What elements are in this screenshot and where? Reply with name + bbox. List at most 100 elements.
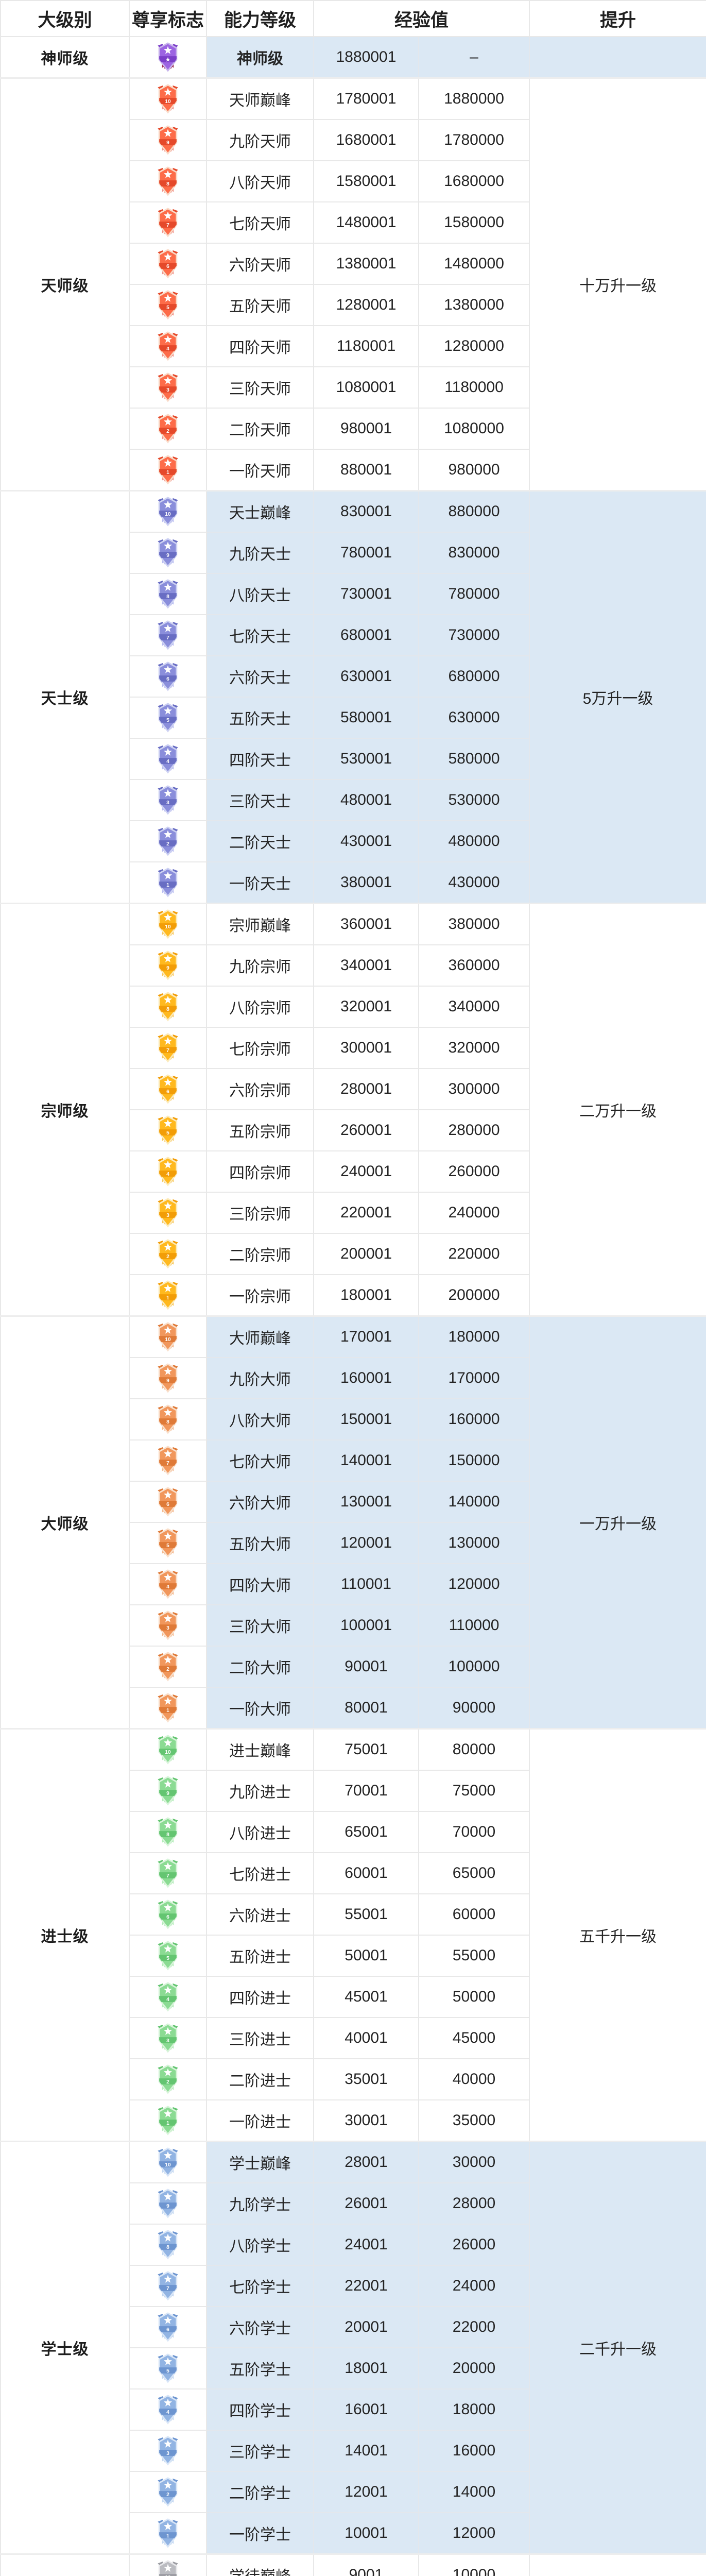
table-row: 4 四阶宗师 240001 260000 <box>1 1150 706 1193</box>
ability-level-cell: 九阶大师 <box>206 1357 314 1399</box>
badge-cell: 6 <box>129 655 207 698</box>
table-row: 1 一阶宗师 180001 200000 <box>1 1274 706 1317</box>
exp-min-cell: 530001 <box>313 738 419 780</box>
ability-level-cell: 学士巅峰 <box>206 2141 314 2183</box>
exp-max-cell: 70000 <box>418 1811 530 1853</box>
ability-level-cell: 进士巅峰 <box>206 1728 314 1771</box>
exp-min-cell: 70001 <box>313 1770 419 1812</box>
table-row: 7 七阶大师 140001 150000 <box>1 1439 706 1482</box>
ability-level-cell: 七阶进士 <box>206 1852 314 1894</box>
badge-cell: 8 <box>129 2224 207 2266</box>
exp-min-cell: 90001 <box>313 1646 419 1688</box>
badge-cell: 7 <box>129 1439 207 1482</box>
exp-min-cell: 180001 <box>313 1274 419 1317</box>
exp-max-cell: 75000 <box>418 1770 530 1812</box>
table-row: 2 二阶进士 35001 40000 <box>1 2058 706 2100</box>
rank-badge-icon: 6 <box>158 1487 178 1517</box>
badge-rank-number: 3 <box>166 800 169 806</box>
exp-max-cell: 35000 <box>418 2099 530 2142</box>
rank-badge-icon: 7 <box>158 620 178 650</box>
exp-max-cell: 50000 <box>418 1976 530 2018</box>
badge-cell: 10 <box>129 2553 207 2576</box>
table-row: 4 四阶学士 16001 18000 <box>1 2388 706 2431</box>
badge-rank-number: 2 <box>166 2492 169 2498</box>
exp-max-cell: 280000 <box>418 1109 530 1151</box>
exp-max-cell: 630000 <box>418 697 530 739</box>
badge-cell: 8 <box>129 1811 207 1853</box>
rank-badge-icon: 3 <box>158 2023 178 2053</box>
table-row: 学徒级 10 学徒巅峰 9001 10000 一千升一级 <box>0 2553 706 2576</box>
exp-max-cell: 580000 <box>418 738 530 780</box>
exp-min-cell: 340001 <box>313 944 419 987</box>
badge-cell: 10 <box>129 1315 207 1358</box>
exp-max-cell: 110000 <box>418 1604 530 1647</box>
ability-level-cell: 四阶进士 <box>206 1976 314 2018</box>
table-row: 8 八阶天师 1580001 1680000 <box>1 160 706 202</box>
exp-min-cell: 160001 <box>313 1357 419 1399</box>
badge-cell: 3 <box>129 366 207 409</box>
exp-min-cell: 35001 <box>313 2058 419 2100</box>
badge-cell: 3 <box>129 1604 207 1647</box>
exp-max-cell: 18000 <box>418 2388 530 2431</box>
badge-cell: 5 <box>129 697 207 739</box>
exp-max-cell: 90000 <box>418 1687 530 1730</box>
badge-cell: 3 <box>129 1192 207 1234</box>
rank-badge-icon: 4 <box>158 1157 178 1187</box>
exp-max-cell: 730000 <box>418 614 530 656</box>
exp-min-cell: 170001 <box>313 1315 419 1358</box>
exp-max-cell: 55000 <box>418 1935 530 1977</box>
exp-max-cell: 1880000 <box>418 77 530 120</box>
badge-cell: 2 <box>129 1233 207 1275</box>
ability-level-cell: 三阶大师 <box>206 1604 314 1647</box>
ability-level-cell: 天士巅峰 <box>206 490 314 533</box>
badge-rank-number: 5 <box>166 718 169 723</box>
exp-max-cell: 260000 <box>418 1150 530 1193</box>
rank-badge-icon: 6 <box>158 249 178 279</box>
badge-cell: 4 <box>129 1150 207 1193</box>
badge-cell: 7 <box>129 1852 207 1894</box>
exp-max-cell: 1080000 <box>418 408 530 450</box>
ability-level-cell: 三阶学士 <box>206 2430 314 2472</box>
badge-cell: 6 <box>129 1893 207 1936</box>
exp-max-cell: 680000 <box>418 655 530 698</box>
badge-rank-number: 7 <box>166 1873 169 1879</box>
badge-rank-number: 6 <box>166 1502 169 1507</box>
table-row: 3 三阶天士 480001 530000 <box>1 779 706 821</box>
exp-max-cell: – <box>418 36 530 79</box>
table-row: 6 六阶宗师 280001 300000 <box>1 1068 706 1110</box>
ability-level-cell: 七阶大师 <box>206 1439 314 1482</box>
rank-badge-icon: 8 <box>158 1404 178 1434</box>
table-row: 4 四阶大师 110001 120000 <box>1 1563 706 1605</box>
exp-min-cell: 200001 <box>313 1233 419 1275</box>
table-row: 1 一阶学士 10001 12000 <box>1 2512 706 2555</box>
badge-rank-number: 3 <box>166 1213 169 1218</box>
badge-cell: 6 <box>129 243 207 285</box>
rank-badge-icon: 4 <box>158 1569 178 1599</box>
badge-cell: 1 <box>129 2099 207 2142</box>
table-row: 9 九阶宗师 340001 360000 <box>1 944 706 987</box>
table-row: 宗师级 10 宗师巅峰 360001 380000 二万升一级 <box>0 903 706 1317</box>
exp-min-cell: 240001 <box>313 1150 419 1193</box>
exp-min-cell: 60001 <box>313 1852 419 1894</box>
exp-max-cell: 1380000 <box>418 284 530 326</box>
badge-cell: 1 <box>129 449 207 492</box>
ability-level-cell: 五阶学士 <box>206 2347 314 2389</box>
table-row: 5 五阶学士 18001 20000 <box>1 2347 706 2389</box>
rank-badge-icon: 7 <box>158 208 178 238</box>
badge-rank-number: 5 <box>166 305 169 311</box>
table-row: 4 四阶进士 45001 50000 <box>1 1976 706 2018</box>
badge-cell: 10 <box>129 903 207 945</box>
badge-rank-number: 10 <box>165 2162 171 2168</box>
table-row: 9 九阶天士 780001 830000 <box>1 532 706 574</box>
badge-rank-number: 7 <box>166 223 169 228</box>
ability-level-cell: 三阶天士 <box>206 779 314 821</box>
badge-cell: 3 <box>129 779 207 821</box>
ability-level-cell: 六阶学士 <box>206 2306 314 2348</box>
rank-badge-icon: 5 <box>158 703 178 733</box>
ability-level-cell: 七阶学士 <box>206 2265 314 2307</box>
promotion-cell: 5万升一级 <box>529 490 706 904</box>
exp-max-cell: 10000 <box>418 2553 530 2576</box>
ability-level-cell: 一阶进士 <box>206 2099 314 2142</box>
rank-badge-icon: 6 <box>158 662 178 691</box>
exp-max-cell: 14000 <box>418 2471 530 2513</box>
